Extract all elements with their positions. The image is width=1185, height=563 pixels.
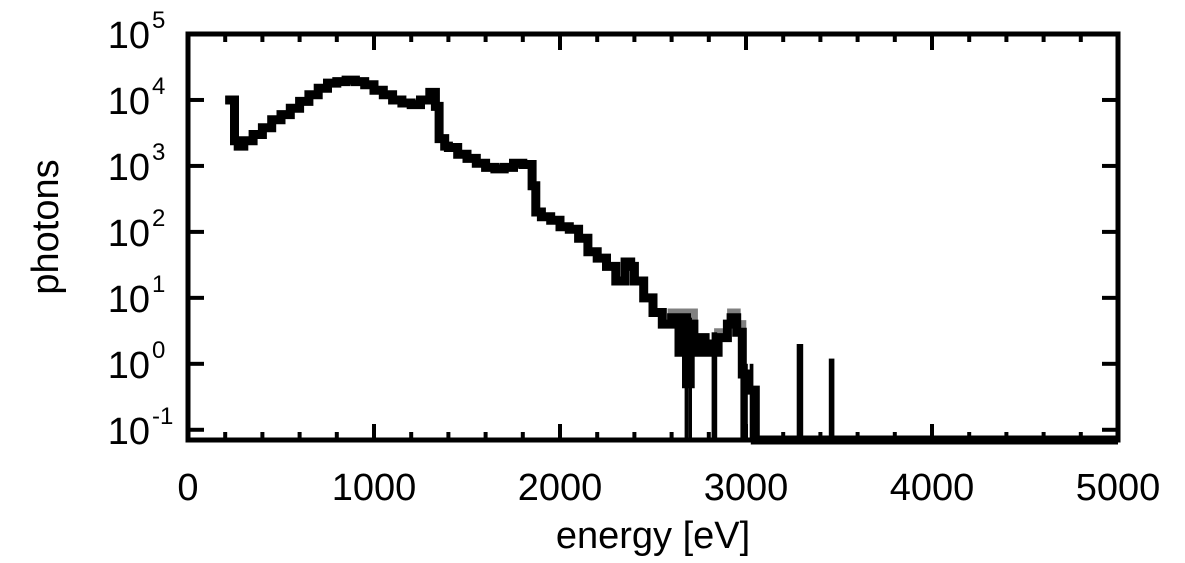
y-tick-label: 10 3 xyxy=(108,139,166,189)
y-tick-label: 10 5 xyxy=(108,7,166,57)
spike-layer xyxy=(684,317,835,440)
spike-bar-4 xyxy=(749,363,754,440)
y-tick-base: 10 xyxy=(108,213,150,255)
y-tick-base: 10 xyxy=(108,147,150,189)
x-tick-label: 4000 xyxy=(890,467,975,509)
x-tick-label: 3000 xyxy=(704,467,789,509)
y-tick-base: 10 xyxy=(108,279,150,321)
series-line-0 xyxy=(225,76,1118,444)
spike-bar-1 xyxy=(688,317,692,440)
x-axis-label: energy [eV] xyxy=(556,515,750,557)
x-tick-label: 0 xyxy=(177,467,198,509)
x-tick-label: 2000 xyxy=(518,467,603,509)
y-tick-base: 10 xyxy=(108,411,150,453)
series-line-1 xyxy=(225,75,1118,445)
plot-area xyxy=(225,75,1118,445)
spike-bar-6 xyxy=(828,358,835,440)
spike-bar-0 xyxy=(684,317,689,440)
y-tick-label: 10 4 xyxy=(108,73,166,123)
y-tick-exponent: 5 xyxy=(152,7,165,34)
spike-bar-2 xyxy=(711,332,718,440)
spike-bar-3 xyxy=(740,363,748,440)
y-tick-label: 10 -1 xyxy=(108,403,174,453)
y-tick-exponent: 1 xyxy=(152,271,165,298)
y-tick-exponent: 3 xyxy=(152,139,165,166)
plot-frame xyxy=(185,31,1121,443)
y-tick-exponent: 2 xyxy=(152,205,165,232)
y-tick-exponent: 4 xyxy=(152,73,165,100)
y-tick-base: 10 xyxy=(108,81,150,123)
y-tick-base: 10 xyxy=(108,15,150,57)
series-layer xyxy=(225,75,1118,445)
y-tick-label: 10 1 xyxy=(108,271,166,321)
y-tick-label: 10 0 xyxy=(108,337,166,387)
ticks-layer xyxy=(186,32,1120,440)
x-tick-label: 5000 xyxy=(1076,467,1161,509)
y-tick-base: 10 xyxy=(108,345,150,387)
y-tick-exponent: -1 xyxy=(152,403,173,430)
y-tick-label: 10 2 xyxy=(108,205,166,255)
x-tick-labels: 0 1000 2000 3000 4000 5000 xyxy=(177,467,1160,509)
spike-bar-5 xyxy=(796,344,804,440)
x-tick-label: 1000 xyxy=(332,467,417,509)
y-axis-label: photons xyxy=(25,159,67,294)
y-tick-exponent: 0 xyxy=(152,337,165,364)
